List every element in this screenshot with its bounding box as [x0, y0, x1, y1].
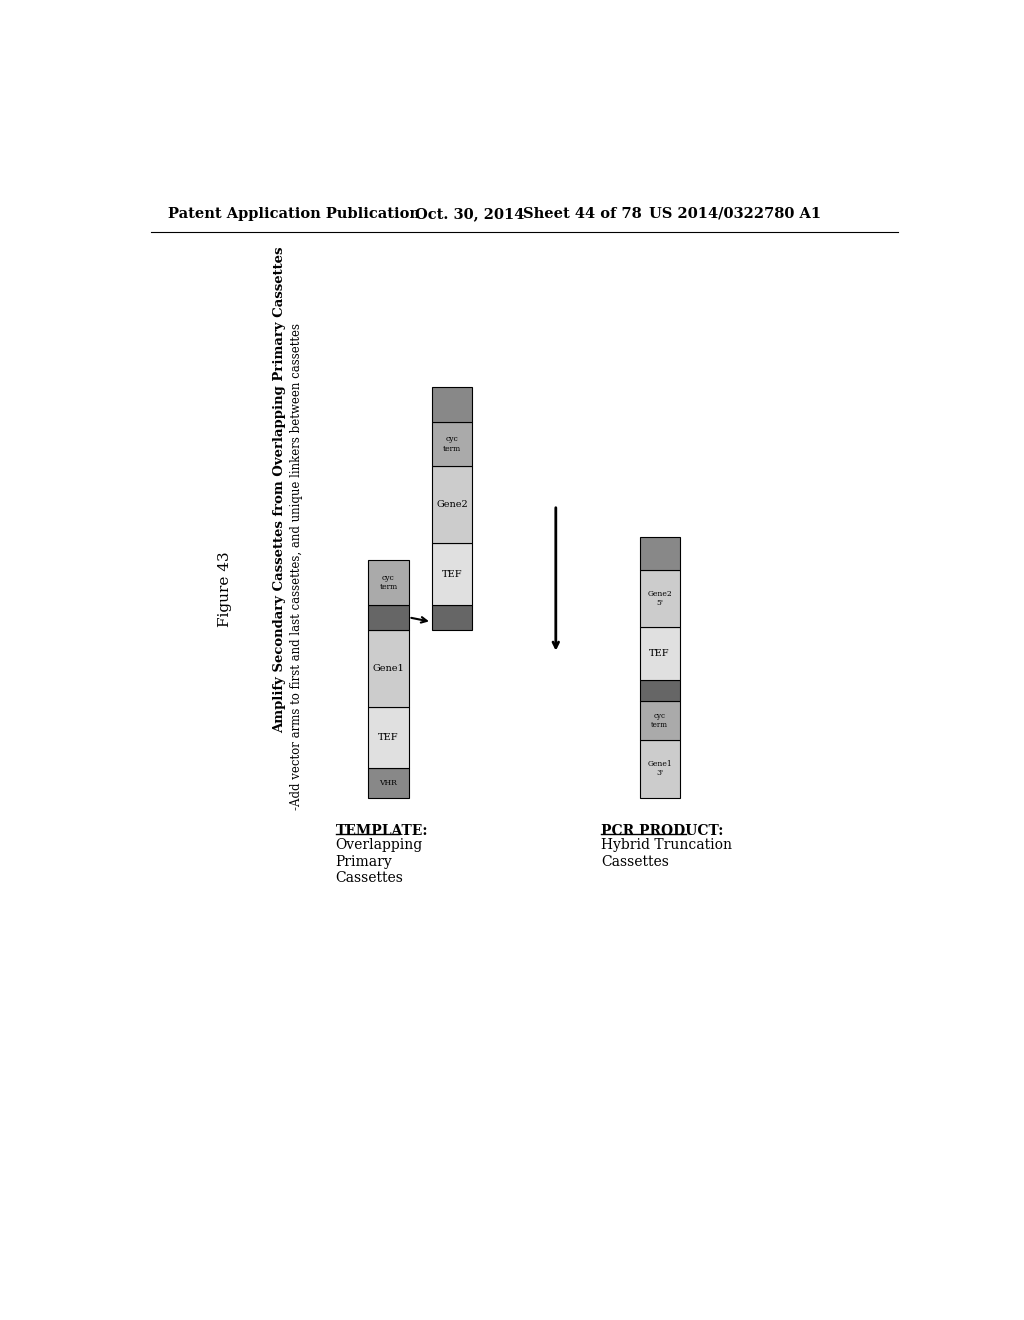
Text: cyc
term: cyc term [379, 574, 397, 591]
Text: TEF: TEF [378, 733, 398, 742]
Text: Gene2
5': Gene2 5' [647, 590, 672, 607]
Text: Hybrid Truncation
Cassettes: Hybrid Truncation Cassettes [601, 838, 732, 869]
Bar [640, 537, 680, 570]
Text: PCR PRODUCT:: PCR PRODUCT: [601, 825, 723, 838]
Text: TEF: TEF [441, 570, 462, 578]
Text: VHR: VHR [380, 779, 397, 787]
Text: Gene1: Gene1 [373, 664, 404, 673]
Bar [432, 605, 472, 630]
Text: Figure 43: Figure 43 [218, 552, 231, 627]
Text: Patent Application Publication: Patent Application Publication [168, 207, 420, 220]
Text: cyc
term: cyc term [651, 711, 668, 729]
Text: Overlapping
Primary
Cassettes: Overlapping Primary Cassettes [336, 838, 423, 884]
Text: Gene1
3': Gene1 3' [647, 760, 672, 777]
Text: TEMPLATE:: TEMPLATE: [336, 825, 428, 838]
Text: cyc
term: cyc term [442, 436, 461, 453]
Bar [640, 701, 680, 739]
Bar [640, 570, 680, 627]
Bar [432, 466, 472, 544]
Bar [369, 768, 409, 797]
Bar [432, 544, 472, 605]
Text: Amplify Secondary Cassettes from Overlapping Primary Cassettes: Amplify Secondary Cassettes from Overlap… [272, 247, 286, 733]
Bar [369, 706, 409, 768]
Bar [369, 630, 409, 706]
Text: US 2014/0322780 A1: US 2014/0322780 A1 [649, 207, 821, 220]
Bar [369, 605, 409, 630]
Bar [640, 739, 680, 797]
Text: Oct. 30, 2014: Oct. 30, 2014 [415, 207, 524, 220]
Text: -Add vector arms to first and last cassettes, and unique linkers between cassett: -Add vector arms to first and last casse… [291, 323, 303, 810]
Bar [432, 422, 472, 466]
Bar [640, 627, 680, 680]
Text: Sheet 44 of 78: Sheet 44 of 78 [523, 207, 642, 220]
Text: Gene2: Gene2 [436, 500, 468, 510]
Bar [640, 680, 680, 701]
Bar [369, 560, 409, 605]
Text: TEF: TEF [649, 649, 670, 657]
Bar [432, 387, 472, 422]
